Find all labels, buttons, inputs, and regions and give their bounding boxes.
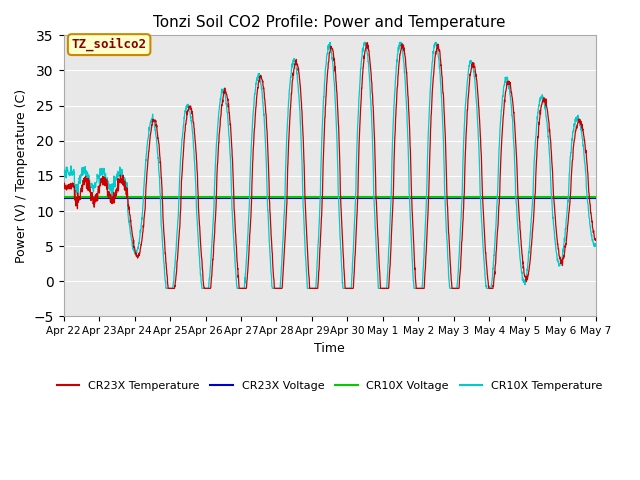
Legend: CR23X Temperature, CR23X Voltage, CR10X Voltage, CR10X Temperature: CR23X Temperature, CR23X Voltage, CR10X … xyxy=(52,376,607,395)
Text: TZ_soilco2: TZ_soilco2 xyxy=(72,38,147,51)
Title: Tonzi Soil CO2 Profile: Power and Temperature: Tonzi Soil CO2 Profile: Power and Temper… xyxy=(154,15,506,30)
Y-axis label: Power (V) / Temperature (C): Power (V) / Temperature (C) xyxy=(15,89,28,263)
X-axis label: Time: Time xyxy=(314,342,345,355)
